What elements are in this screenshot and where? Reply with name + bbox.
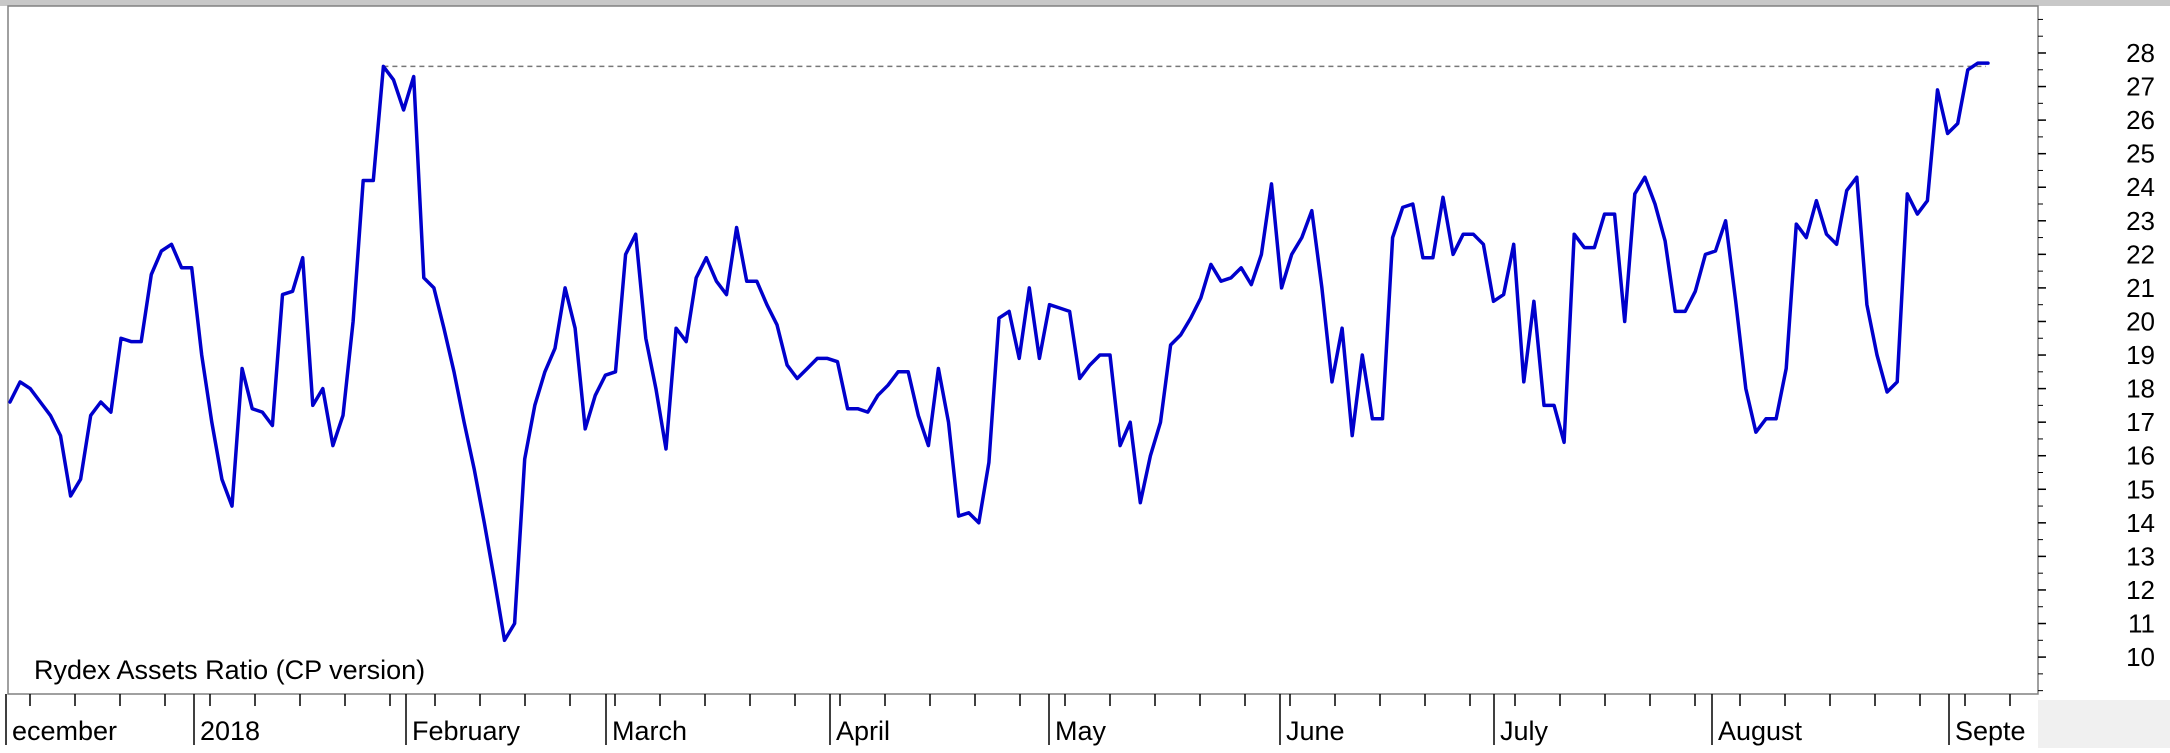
y-tick-label: 23 xyxy=(2126,206,2155,236)
x-tick-label: June xyxy=(1286,716,1345,746)
y-tick-label: 11 xyxy=(2128,609,2155,639)
y-tick-label: 15 xyxy=(2126,474,2155,504)
bottom-right-corner xyxy=(2038,700,2170,748)
x-tick-label: April xyxy=(836,716,890,746)
y-tick-label: 12 xyxy=(2126,575,2155,605)
x-axis-labels: ecember 2018 February March April May June July… xyxy=(12,716,2026,746)
y-tick-label: 22 xyxy=(2126,239,2155,269)
y-tick-label: 25 xyxy=(2126,139,2155,169)
y-tick-label: 14 xyxy=(2126,508,2155,538)
y-tick-label: 19 xyxy=(2126,340,2155,370)
y-tick-label: 21 xyxy=(2126,273,2155,303)
x-tick-label: July xyxy=(1500,716,1549,746)
x-tick-label: 2018 xyxy=(200,716,260,746)
x-axis-ticks xyxy=(5,694,2011,745)
y-tick-label: 17 xyxy=(2126,407,2155,437)
chart-title: Rydex Assets Ratio (CP version) xyxy=(34,655,425,685)
x-tick-label: February xyxy=(412,716,521,746)
x-tick-label: ecember xyxy=(12,716,117,746)
y-tick-label: 28 xyxy=(2126,38,2155,68)
y-tick-label: 13 xyxy=(2126,541,2155,571)
x-tick-label: March xyxy=(612,716,687,746)
y-tick-label: 18 xyxy=(2126,374,2155,404)
x-tick-label: August xyxy=(1718,716,1803,746)
top-frame-bar xyxy=(0,0,2170,6)
x-tick-label: Septe xyxy=(1955,716,2026,746)
y-tick-label: 20 xyxy=(2126,306,2155,336)
y-tick-label: 26 xyxy=(2126,105,2155,135)
y-tick-label: 27 xyxy=(2126,72,2155,102)
x-tick-label: May xyxy=(1055,716,1107,746)
y-tick-label: 24 xyxy=(2126,172,2155,202)
series-line xyxy=(8,61,1990,643)
y-tick-label: 16 xyxy=(2126,441,2155,471)
y-tick-label: 10 xyxy=(2126,642,2155,672)
plot-area xyxy=(7,5,2039,695)
